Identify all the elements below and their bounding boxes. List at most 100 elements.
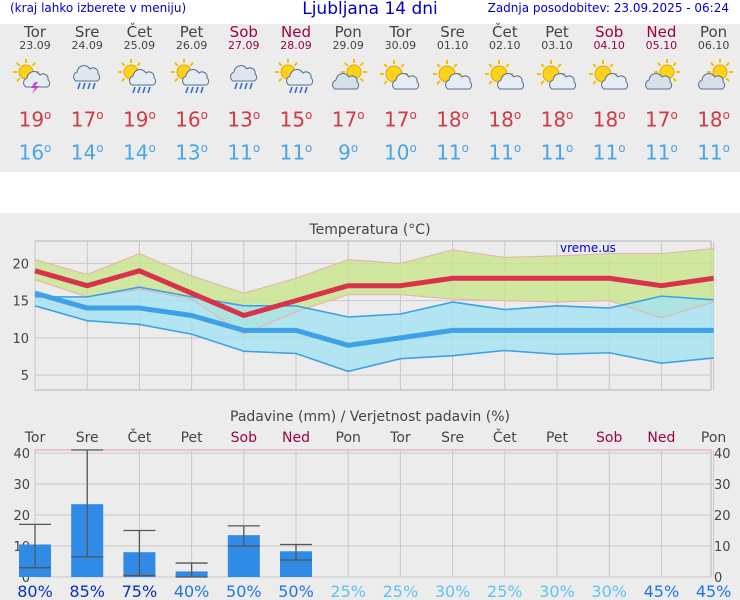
x-tick-label: Pon — [701, 430, 726, 446]
day-date: 04.10 — [593, 39, 625, 52]
probability-label: 50% — [278, 582, 314, 600]
min-temp: 11o — [227, 140, 261, 165]
y-tick-label-right: 30 — [714, 478, 731, 493]
y-tick-label: 0 — [22, 571, 30, 586]
probability-label: 30% — [591, 582, 627, 600]
sun-cloud-thunder-icon — [9, 58, 61, 94]
y-tick-label: 5 — [21, 369, 29, 384]
day-date: 28.09 — [280, 39, 312, 52]
day-column: Pet 26.09 16o 13o — [166, 24, 218, 163]
day-date: 30.09 — [384, 39, 417, 52]
max-temp: 17o — [383, 107, 417, 132]
degree-symbol: o — [305, 108, 313, 122]
max-temp: 15o — [279, 107, 313, 132]
degree-symbol: o — [409, 108, 417, 122]
day-column: Pet 03.10 18o 11o — [531, 24, 583, 163]
degree-symbol: o — [513, 108, 522, 122]
probability-label: 80% — [17, 582, 53, 600]
degree-symbol: o — [618, 140, 626, 155]
day-column: Sre 24.09 17o 14o — [61, 24, 113, 163]
min-temp: 11o — [488, 140, 522, 165]
probability-label: 50% — [226, 582, 262, 600]
sun-cloud-rain-icon — [113, 58, 165, 94]
day-date: 24.09 — [71, 39, 103, 52]
day-name: Čet — [126, 23, 153, 41]
min-temp: 13o — [175, 140, 208, 165]
day-column: Tor 30.09 17o 10o — [374, 24, 426, 163]
day-column: Sre 01.10 18o 11o — [427, 24, 479, 163]
day-name: Tor — [24, 23, 46, 41]
min-temp: 11o — [644, 140, 678, 165]
max-temp: 13o — [227, 107, 261, 132]
day-date: 03.10 — [541, 39, 573, 52]
degree-symbol: o — [357, 108, 365, 122]
sun-cloud-icon — [479, 58, 531, 94]
min-temp: 14o — [122, 140, 156, 165]
probability-label: 45% — [644, 582, 680, 600]
degree-symbol: o — [148, 140, 156, 155]
min-temp: 10o — [383, 140, 417, 165]
probability-label: 30% — [435, 582, 471, 600]
x-tick-label: Čet — [127, 428, 151, 446]
day-column: Ned 28.09 15o 11o — [270, 24, 322, 163]
day-column: Pon 29.09 17o 9o — [322, 24, 374, 163]
max-temp: 17o — [70, 107, 104, 132]
day-name: Ned — [281, 23, 311, 41]
max-temp-range — [35, 248, 714, 335]
x-tick-label: Ned — [282, 430, 310, 446]
max-temp: 18o — [436, 107, 469, 132]
degree-symbol: o — [200, 140, 208, 155]
degree-symbol: o — [670, 140, 678, 155]
y-tick-label-right: 10 — [714, 540, 731, 555]
day-name: Sre — [440, 23, 465, 41]
degree-symbol: o — [252, 140, 261, 155]
min-temp: 11o — [697, 140, 730, 165]
x-tick-label: Sob — [231, 430, 257, 446]
min-temp: 11o — [279, 140, 313, 165]
day-name: Pet — [179, 23, 204, 41]
watermark: vreme.us — [560, 241, 616, 255]
cloud-rain-icon — [218, 58, 270, 94]
degree-symbol: o — [461, 140, 469, 155]
max-range-edge — [34, 247, 714, 294]
x-tick-label: Pet — [546, 430, 569, 446]
min-temp-line — [34, 290, 714, 348]
min-range-edge — [34, 305, 714, 373]
sun-cloud-icon — [427, 58, 479, 94]
max-temp: 18o — [488, 107, 522, 132]
y-tick-label: 20 — [13, 509, 30, 524]
sun-cloud-icon — [583, 58, 635, 94]
y-tick-label: 40 — [13, 447, 30, 462]
max-temp: 17o — [644, 107, 678, 132]
probability-label: 25% — [330, 582, 366, 600]
day-column: Pon 06.10 18o 11o — [688, 24, 740, 163]
max-temp: 18o — [540, 107, 574, 132]
min-temp: 14o — [70, 140, 104, 165]
day-column: Čet 02.10 18o 11o — [479, 24, 531, 163]
cloud-sun-icon — [688, 58, 740, 94]
y-tick-label: 20 — [12, 257, 29, 272]
min-temp: 11o — [592, 140, 626, 165]
max-range-edge — [34, 279, 714, 335]
min-range-edge — [35, 286, 714, 318]
sun-cloud-rain-icon — [270, 58, 322, 94]
day-date: 29.09 — [332, 39, 364, 52]
cloud-sun-icon — [322, 58, 374, 94]
max-temp: 17o — [331, 107, 365, 132]
max-temp: 18o — [697, 107, 730, 132]
day-name: Pon — [334, 23, 362, 41]
y-tick-label: 15 — [12, 295, 29, 310]
degree-symbol: o — [618, 108, 626, 122]
day-date: 02.10 — [489, 39, 521, 52]
cloud-rain-icon — [61, 58, 113, 94]
degree-symbol: o — [96, 140, 104, 155]
degree-symbol: o — [722, 140, 730, 155]
day-column: Ned 05.10 17o 11o — [635, 24, 687, 163]
degree-symbol: o — [513, 140, 522, 155]
min-temp: 16o — [18, 140, 52, 165]
degree-symbol: o — [670, 108, 678, 122]
day-name: Čet — [492, 23, 518, 41]
day-date: 06.10 — [697, 39, 730, 52]
degree-symbol: o — [566, 140, 574, 155]
x-tick-label: Ned — [647, 430, 675, 446]
